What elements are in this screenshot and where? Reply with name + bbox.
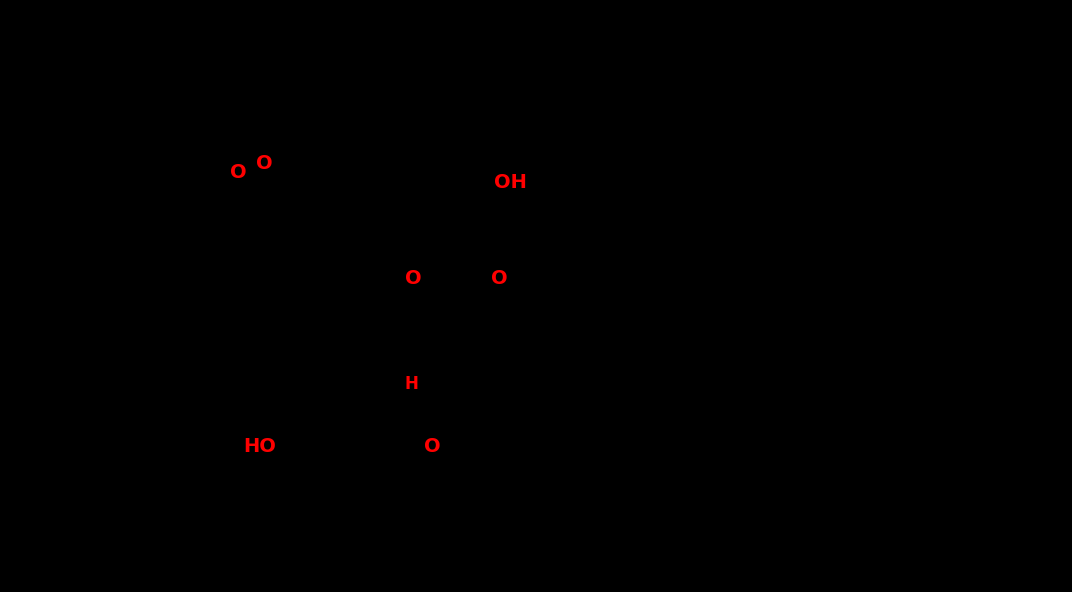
Text: OH: OH (493, 173, 526, 192)
Text: O: O (425, 436, 441, 455)
Text: O: O (256, 154, 272, 173)
Text: H: H (404, 375, 418, 394)
Text: O: O (491, 269, 508, 288)
Text: HO: HO (243, 436, 276, 455)
Text: O: O (230, 163, 247, 182)
Text: O: O (405, 269, 421, 288)
